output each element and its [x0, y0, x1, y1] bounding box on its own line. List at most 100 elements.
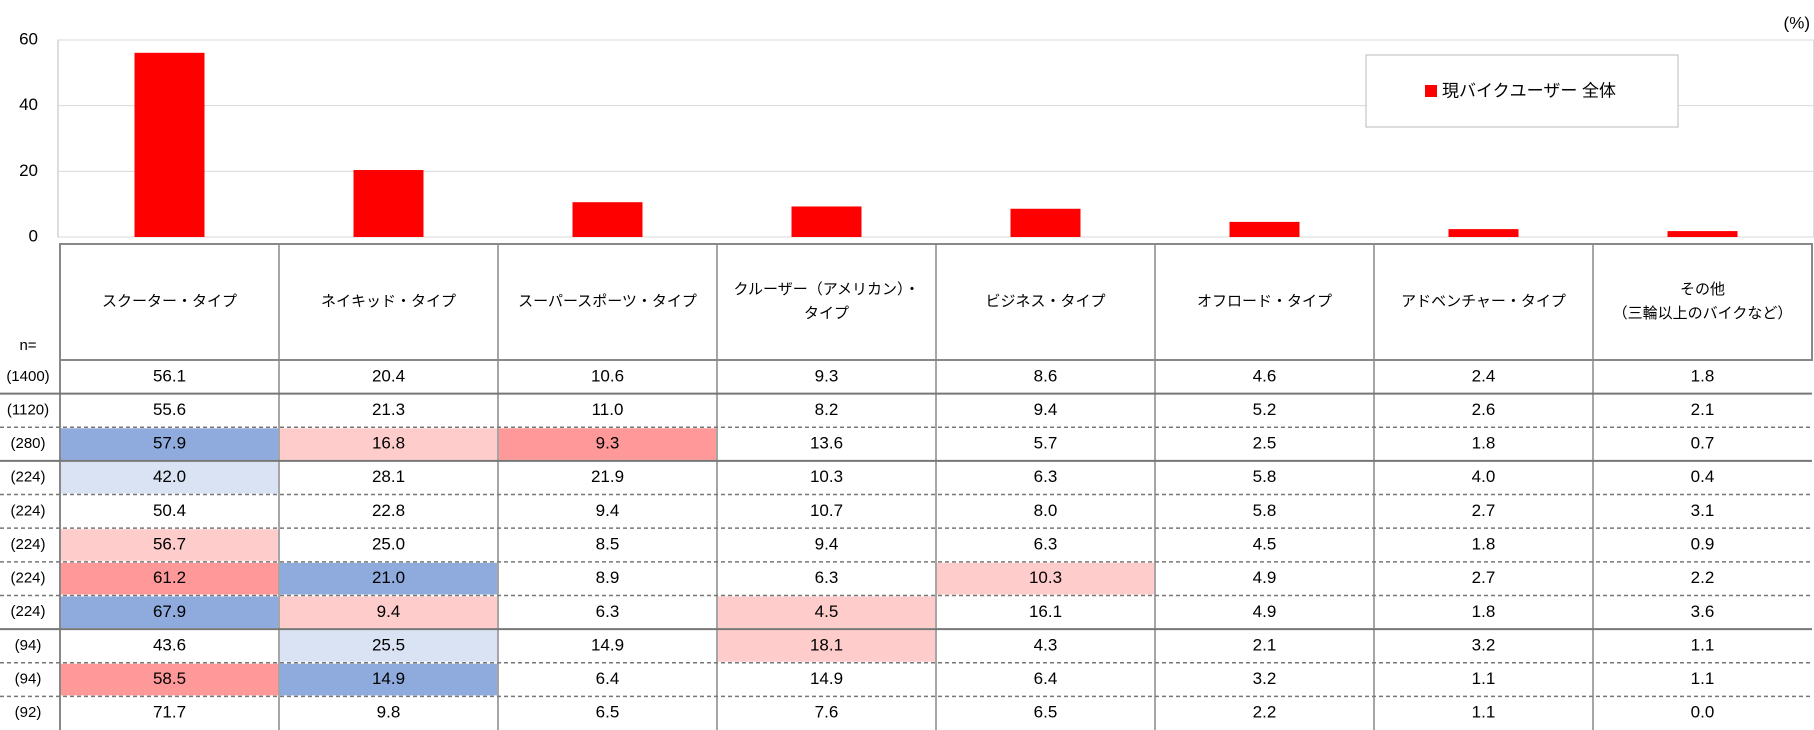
cell-value: 9.8 — [377, 703, 401, 722]
column-header-line: スクーター・タイプ — [102, 293, 237, 310]
cell-value: 10.3 — [810, 467, 843, 486]
cell-value: 1.8 — [1472, 534, 1496, 553]
column-header-line: オフロード・タイプ — [1197, 293, 1332, 310]
cell-value: 4.0 — [1472, 467, 1496, 486]
cell-value: 4.9 — [1253, 602, 1277, 621]
cell-value: 1.8 — [1691, 366, 1715, 385]
cell-value: 10.7 — [810, 501, 843, 520]
n-header: n= — [19, 337, 36, 354]
column-header: オフロード・タイプ — [1197, 293, 1332, 310]
cell-highlight — [61, 596, 278, 629]
n-label: (280) — [10, 435, 45, 452]
cell-value: 16.1 — [1029, 602, 1062, 621]
cell-value: 25.5 — [372, 635, 405, 654]
cell-value: 9.4 — [1034, 400, 1058, 419]
cell-value: 50.4 — [153, 501, 186, 520]
cell-value: 6.3 — [1034, 467, 1058, 486]
cell-value: 11.0 — [592, 400, 624, 419]
bar — [134, 52, 205, 238]
cell-value: 16.8 — [372, 434, 405, 453]
cell-value: 18.1 — [810, 635, 843, 654]
legend-box — [1365, 54, 1679, 128]
cell-value: 14.9 — [591, 635, 624, 654]
cell-highlight — [61, 428, 278, 460]
cell-highlight — [718, 596, 935, 629]
cell-value: 58.5 — [153, 669, 186, 688]
cell-value: 0.7 — [1691, 434, 1715, 453]
cell-value: 8.2 — [815, 400, 839, 419]
cell-value: 6.3 — [815, 568, 839, 587]
cell-value: 20.4 — [372, 366, 405, 385]
cell-value: 1.1 — [1472, 703, 1496, 722]
cell-highlight — [937, 562, 1154, 595]
bar — [572, 202, 643, 237]
cell-value: 9.3 — [815, 366, 839, 385]
bar — [353, 170, 424, 237]
cell-value: 5.8 — [1253, 501, 1277, 520]
cell-value: 9.4 — [596, 501, 620, 520]
cell-value: 21.0 — [372, 568, 405, 587]
cell-value: 2.7 — [1472, 568, 1496, 587]
cell-value: 14.9 — [372, 669, 405, 688]
cell-highlight — [280, 596, 497, 629]
cell-value: 55.6 — [153, 400, 186, 419]
cell-value: 8.9 — [596, 568, 620, 587]
unit-label: (%) — [1784, 13, 1810, 32]
cell-value: 4.3 — [1034, 635, 1058, 654]
column-header-line: スーパースポーツ・タイプ — [518, 293, 697, 310]
legend-label: 現バイクユーザー 全体 — [1442, 81, 1616, 100]
cell-value: 25.0 — [372, 534, 405, 553]
cell-value: 3.1 — [1691, 501, 1715, 520]
n-label: (224) — [10, 502, 45, 519]
cell-value: 1.1 — [1472, 669, 1496, 688]
cell-value: 2.7 — [1472, 501, 1496, 520]
bar — [1010, 208, 1081, 237]
n-label: (224) — [10, 570, 45, 587]
cell-value: 6.4 — [596, 669, 620, 688]
cell-value: 10.6 — [591, 366, 624, 385]
cell-value: 6.5 — [1034, 703, 1058, 722]
cell-value: 0.9 — [1691, 534, 1715, 553]
n-label: (1400) — [6, 368, 49, 385]
n-label: (92) — [15, 704, 42, 721]
cell-value: 21.9 — [591, 467, 624, 486]
cell-value: 13.6 — [810, 434, 843, 453]
cell-value: 8.5 — [596, 534, 620, 553]
column-header-line: アドベンチャー・タイプ — [1401, 293, 1566, 310]
cell-highlight — [280, 630, 497, 662]
cell-value: 2.1 — [1691, 400, 1715, 419]
column-header-line: （三輪以上のバイクなど） — [1613, 305, 1793, 322]
cell-highlight — [61, 562, 278, 595]
cell-value: 61.2 — [153, 568, 186, 587]
cell-value: 2.6 — [1472, 400, 1496, 419]
cell-value: 22.8 — [372, 501, 405, 520]
cell-value: 67.9 — [153, 602, 186, 621]
cell-value: 4.5 — [815, 602, 839, 621]
column-header: ネイキッド・タイプ — [321, 293, 456, 310]
cell-highlight — [280, 562, 497, 595]
bar — [1448, 229, 1519, 237]
n-label: (224) — [10, 536, 45, 553]
y-tick-label: 60 — [19, 29, 38, 48]
cell-value: 3.2 — [1253, 669, 1277, 688]
cell-value: 10.3 — [1029, 568, 1062, 587]
bar — [791, 206, 862, 237]
cell-highlight — [280, 428, 497, 460]
column-header-line: ネイキッド・タイプ — [321, 293, 456, 310]
y-tick-label: 20 — [19, 161, 38, 180]
cell-value: 6.3 — [1034, 534, 1058, 553]
n-label: (224) — [10, 603, 45, 620]
cell-value: 3.6 — [1691, 602, 1715, 621]
cell-highlight — [61, 529, 278, 561]
cell-value: 9.4 — [377, 602, 401, 621]
cell-value: 1.1 — [1691, 635, 1715, 654]
cell-value: 56.7 — [153, 534, 186, 553]
column-header: クルーザー（アメリカン）・タイプ — [733, 281, 919, 322]
column-header: スーパースポーツ・タイプ — [518, 293, 697, 310]
cell-value: 8.6 — [1034, 366, 1058, 385]
column-header-line: その他 — [1680, 281, 1725, 298]
n-label: (224) — [10, 469, 45, 486]
cell-value: 4.6 — [1253, 366, 1277, 385]
cell-value: 7.6 — [815, 703, 839, 722]
